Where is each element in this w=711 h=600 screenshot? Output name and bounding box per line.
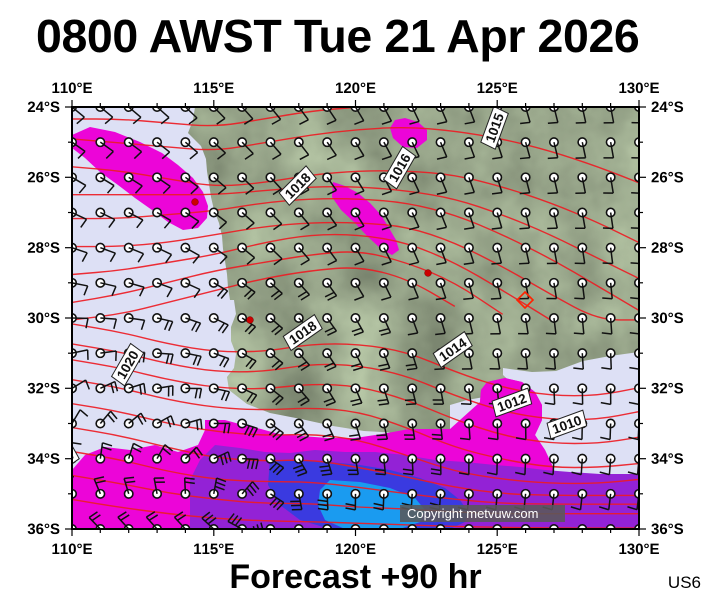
svg-text:Copyright metvuw.com: Copyright metvuw.com — [407, 506, 539, 521]
